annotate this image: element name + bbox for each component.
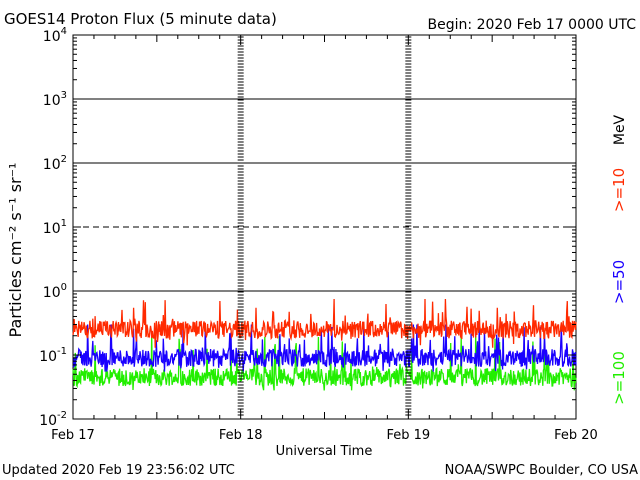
y-axis-ticks: 10-2 10-1 100 101 102 103 104 xyxy=(39,26,576,429)
credit-text: NOAA/SWPC Boulder, CO USA xyxy=(445,463,638,478)
chart-title: GOES14 Proton Flux (5 minute data) xyxy=(4,10,277,28)
y-tick-label: 101 xyxy=(43,218,67,237)
y-tick-label: 100 xyxy=(43,282,67,301)
series-line-gege50 xyxy=(72,324,577,372)
legend-ge10: >=10 xyxy=(610,168,628,212)
x-axis-label: Universal Time xyxy=(276,444,373,459)
y-tick-label: 103 xyxy=(43,90,67,109)
grid-lines xyxy=(73,98,576,292)
x-axis-ticks: Feb 17 Feb 18 Feb 19 Feb 20 xyxy=(51,35,598,443)
x-tick-label: Feb 18 xyxy=(219,428,263,443)
x-tick-label: Feb 20 xyxy=(554,428,598,443)
unit-label: MeV xyxy=(612,114,628,145)
begin-date: Begin: 2020 Feb 17 0000 UTC xyxy=(428,17,637,33)
y-axis-label: Particles cm⁻² s⁻¹ sr⁻¹ xyxy=(6,163,25,338)
updated-timestamp: Updated 2020 Feb 19 23:56:02 UTC xyxy=(2,463,235,478)
legend-ge50: >=50 xyxy=(610,260,628,304)
y-tick-label: 104 xyxy=(43,26,67,45)
series-layer xyxy=(72,298,577,391)
series-line-gege100 xyxy=(72,335,577,391)
x-tick-label: Feb 17 xyxy=(51,428,95,443)
y-tick-label: 102 xyxy=(43,154,67,173)
y-tick-label: 10-2 xyxy=(39,410,67,429)
legend-ge100: >=100 xyxy=(610,351,628,405)
series-line-gege10 xyxy=(72,298,577,348)
x-tick-label: Feb 19 xyxy=(386,428,430,443)
y-tick-label: 10-1 xyxy=(39,346,67,365)
